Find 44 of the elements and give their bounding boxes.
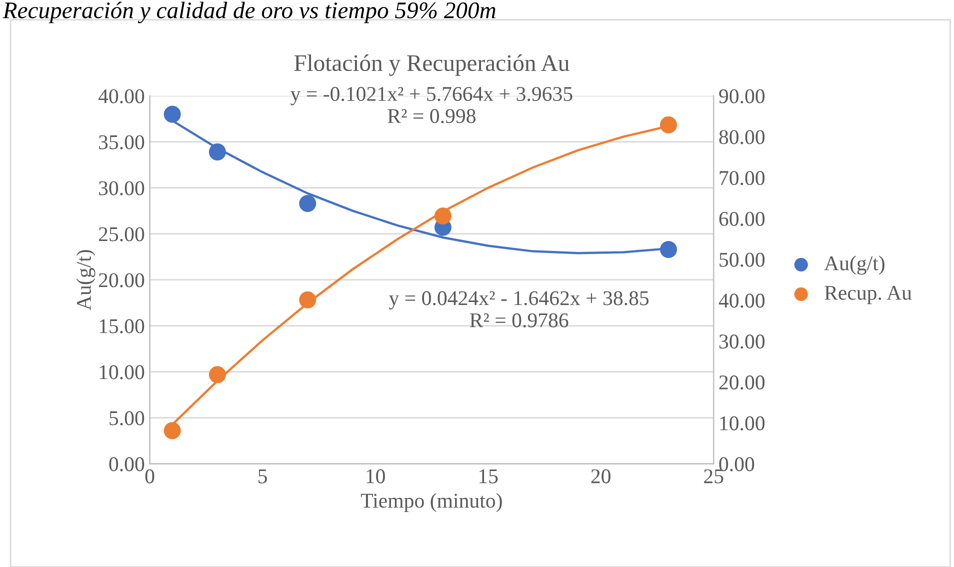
y2-tick-label: 30.00 bbox=[719, 334, 765, 349]
y-tick-label: 25.00 bbox=[98, 227, 144, 242]
legend-label: Recup. Au bbox=[824, 286, 912, 304]
y-tick-label: 0.00 bbox=[109, 457, 144, 472]
chart-title: Flotación y Recuperación Au bbox=[294, 54, 570, 76]
x-axis-title: Tiempo (minuto) bbox=[360, 493, 502, 512]
y-tick-label: 5.00 bbox=[110, 411, 144, 426]
point bbox=[299, 291, 316, 308]
x-tick-label: 25 bbox=[704, 469, 724, 484]
text: Recuperación y calidad de oro vs tiempo 59% 200m bbox=[2, 2, 496, 24]
y-tick-label: 30.00 bbox=[99, 181, 144, 196]
y2-tick-label: 20.00 bbox=[719, 375, 765, 390]
point bbox=[434, 208, 452, 225]
y-tick-label: 20.00 bbox=[98, 273, 144, 288]
y-tick-label: 10.00 bbox=[100, 365, 144, 380]
y-axis-title: Au(g/t) bbox=[76, 250, 96, 310]
y2-tick-label: 10.00 bbox=[720, 416, 765, 430]
y2-tick-label: 40.00 bbox=[718, 294, 765, 308]
y-tick-label: 40.00 bbox=[98, 89, 144, 104]
legend-label: Au(g/t) bbox=[824, 256, 884, 275]
point bbox=[208, 143, 226, 160]
x-tick-label: 20 bbox=[591, 469, 610, 484]
x-tick-label: 0 bbox=[145, 469, 154, 484]
x-tick-label: 5 bbox=[258, 469, 267, 484]
point bbox=[660, 116, 677, 134]
point bbox=[164, 422, 181, 440]
y-tick-label: 15.00 bbox=[100, 319, 144, 334]
point bbox=[164, 106, 181, 123]
annotation: y = -0.1021x² + 5.7664x + 3.9635 bbox=[290, 86, 572, 106]
point bbox=[660, 240, 677, 258]
y2-tick-label: 50.00 bbox=[720, 252, 765, 267]
y2-tick-label: 0.00 bbox=[719, 457, 754, 472]
y2-tick-label: 80.00 bbox=[719, 130, 765, 144]
y-tick-label: 35.00 bbox=[99, 135, 144, 150]
y2-tick-label: 60.00 bbox=[719, 212, 765, 226]
x-tick-label: 15 bbox=[479, 469, 498, 484]
y2-tick-label: 70.00 bbox=[720, 170, 765, 186]
x-tick-label: 10 bbox=[366, 469, 385, 484]
point bbox=[299, 194, 316, 212]
annotation: y = 0.0424x² - 1.6462x + 38.85 bbox=[389, 291, 649, 310]
annotation: R² = 0.9786 bbox=[470, 313, 568, 328]
y2-tick-label: 90.00 bbox=[719, 89, 765, 104]
point bbox=[208, 366, 226, 384]
annotation: R² = 0.998 bbox=[388, 109, 476, 124]
